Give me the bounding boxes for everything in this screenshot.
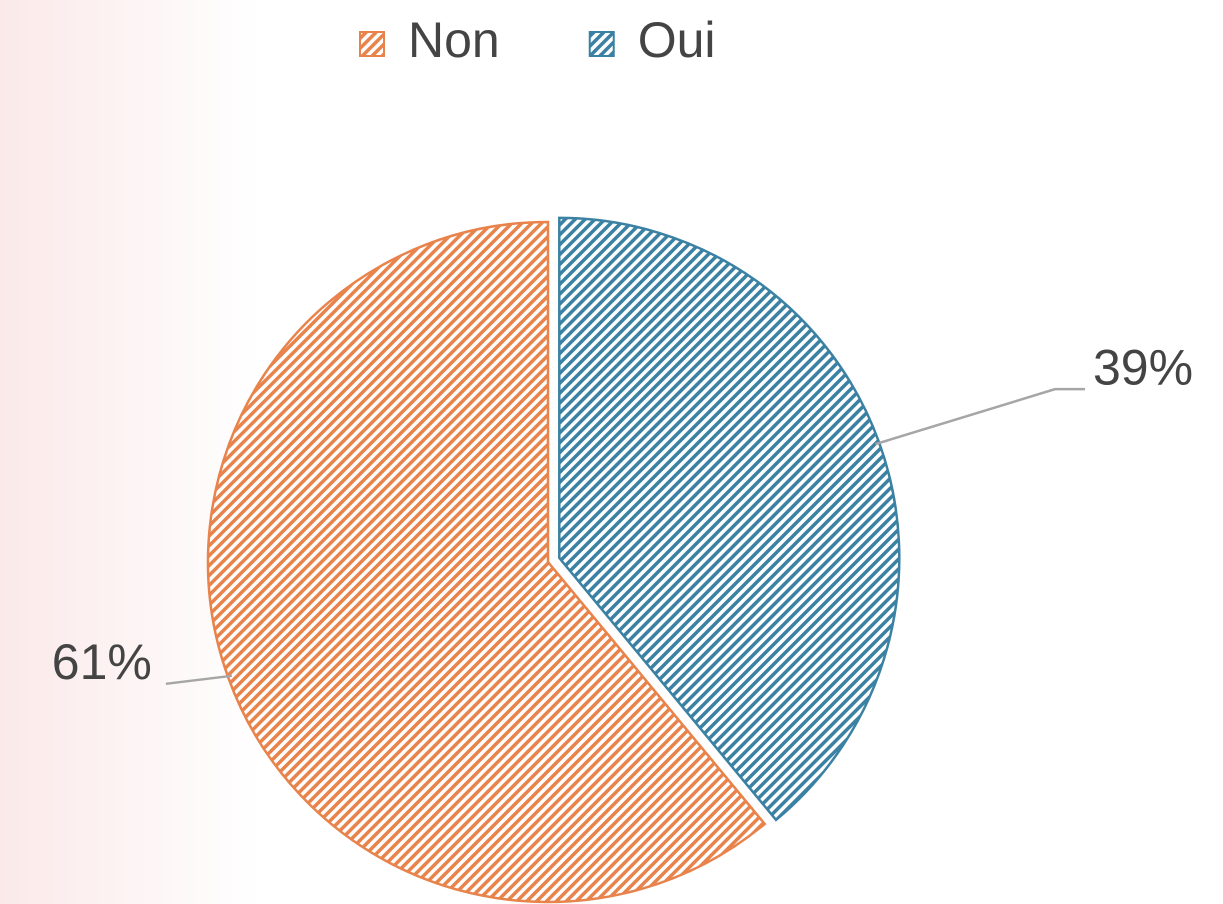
leader-line bbox=[875, 387, 1085, 446]
legend-swatch bbox=[588, 31, 615, 57]
legend-swatch bbox=[359, 31, 385, 57]
legend-label: Oui bbox=[638, 12, 716, 68]
data-label: 61% bbox=[52, 634, 152, 690]
legend-label: Non bbox=[408, 12, 500, 68]
data-label: 39% bbox=[1093, 339, 1193, 395]
leader-line bbox=[165, 674, 233, 686]
